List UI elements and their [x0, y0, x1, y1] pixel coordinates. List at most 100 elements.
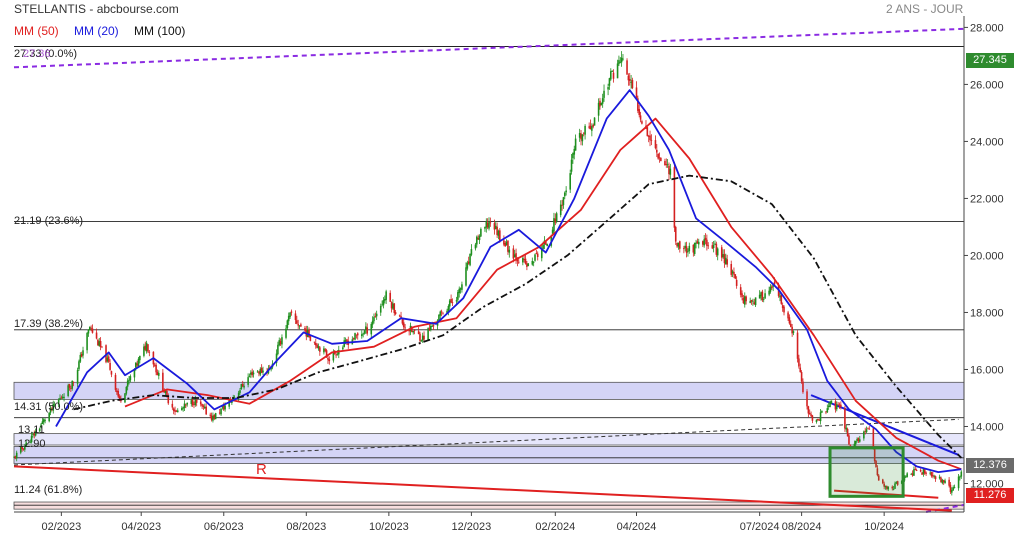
- period-label: 2 ANS - JOUR: [886, 2, 964, 16]
- level-label-27-33: 27.33 (0.0%): [14, 48, 77, 60]
- series-line-50: [124, 117, 962, 471]
- candle-body-357: [688, 245, 691, 252]
- chart-title: STELLANTIS - abcbourse.com: [14, 2, 179, 16]
- candle-body-3: [19, 447, 22, 453]
- candle-body-94: [191, 399, 194, 406]
- candle-body-286: [554, 218, 557, 223]
- candle-body-446: [857, 438, 860, 442]
- candle-body-227: [442, 313, 444, 315]
- candle-body-82: [167, 396, 170, 404]
- candle-body-229: [447, 305, 450, 311]
- candle-body-445: [856, 438, 858, 441]
- candle-body-32: [72, 381, 75, 383]
- candle-body-85: [174, 410, 176, 412]
- candle-body-376: [725, 257, 727, 265]
- candle-body-13: [38, 428, 41, 432]
- candle-body-10: [32, 434, 34, 436]
- candle-body-434: [835, 404, 838, 410]
- candle-body-50: [107, 356, 110, 362]
- candle-body-466: [895, 482, 898, 484]
- candle-body-111: [222, 405, 225, 410]
- candle-body-423: [815, 419, 818, 423]
- candle-body-131: [260, 367, 263, 373]
- candle-body-69: [144, 345, 147, 350]
- candle-body-374: [722, 254, 724, 258]
- candle-body-252: [489, 222, 492, 224]
- candle-body-62: [129, 376, 132, 381]
- candle-body-483: [929, 472, 931, 474]
- candle-body-213: [417, 331, 420, 334]
- candle-body-167: [328, 359, 331, 362]
- candle-body-160: [316, 344, 318, 348]
- candle-body-128: [256, 371, 259, 373]
- candle-body-491: [942, 480, 945, 483]
- candle-body-251: [488, 222, 490, 229]
- candle-body-425: [818, 419, 820, 421]
- candle-body-199: [390, 302, 393, 309]
- candle-body-189: [371, 320, 374, 325]
- candle-body-339: [656, 149, 658, 153]
- candle-body-287: [555, 213, 558, 222]
- candle-body-373: [720, 247, 723, 258]
- candle-body-100: [202, 405, 205, 408]
- candle-body-499: [959, 476, 961, 478]
- candle-body-187: [366, 327, 369, 334]
- candles-layer: [13, 51, 963, 496]
- candle-body-106: [213, 414, 216, 419]
- candle-body-21: [52, 403, 55, 411]
- candle-body-420: [808, 413, 811, 415]
- y-tick-label-6: 24.000: [970, 136, 1004, 148]
- candle-body-38: [86, 333, 88, 351]
- candle-body-452: [868, 428, 871, 430]
- level-label-21-19: 21.19 (23.6%): [14, 215, 84, 227]
- candle-body-461: [886, 486, 888, 489]
- candle-body-162: [319, 347, 321, 352]
- candle-body-496: [952, 487, 954, 491]
- candle-body-47: [101, 346, 103, 348]
- candle-body-20: [51, 408, 53, 410]
- candle-body-330: [638, 109, 641, 116]
- candle-body-269: [523, 259, 525, 260]
- candle-body-9: [30, 435, 33, 443]
- candle-body-16: [42, 419, 45, 423]
- candle-body-193: [379, 305, 382, 313]
- legend-mm100: MM (100): [134, 24, 186, 38]
- candle-body-261: [507, 240, 509, 252]
- x-tick-label-4: 10/2023: [369, 521, 409, 533]
- candle-body-414: [798, 358, 800, 367]
- candle-body-19: [49, 407, 52, 413]
- candle-body-375: [723, 254, 726, 264]
- candle-body-362: [697, 241, 700, 245]
- candle-body-14: [40, 424, 42, 428]
- candle-body-242: [470, 249, 473, 255]
- candle-body-379: [731, 271, 734, 274]
- candle-body-91: [185, 404, 187, 406]
- candle-body-180: [354, 333, 356, 340]
- candle-body-33: [76, 370, 79, 384]
- candle-body-97: [195, 399, 198, 403]
- candle-body-147: [290, 311, 293, 313]
- candle-body-194: [381, 304, 383, 306]
- candle-body-141: [279, 341, 282, 345]
- candle-body-56: [118, 396, 121, 399]
- candle-body-322: [622, 58, 624, 60]
- candle-body-18: [48, 412, 50, 422]
- candle-body-86: [175, 411, 178, 413]
- candle-body-45: [98, 341, 101, 347]
- candle-body-458: [882, 479, 884, 484]
- candle-body-381: [734, 274, 737, 279]
- candle-body-448: [863, 431, 865, 439]
- candle-body-335: [647, 135, 650, 137]
- candle-body-464: [892, 488, 895, 490]
- candle-body-488: [938, 476, 941, 479]
- candle-body-66: [137, 358, 140, 367]
- candle-body-397: [764, 293, 766, 299]
- candle-body-298: [578, 133, 581, 138]
- candle-body-398: [768, 290, 770, 295]
- candle-body-71: [147, 344, 149, 352]
- candle-body-385: [742, 298, 745, 304]
- candle-body-416: [800, 372, 803, 382]
- candle-body-359: [693, 242, 696, 254]
- candle-body-77: [158, 373, 160, 376]
